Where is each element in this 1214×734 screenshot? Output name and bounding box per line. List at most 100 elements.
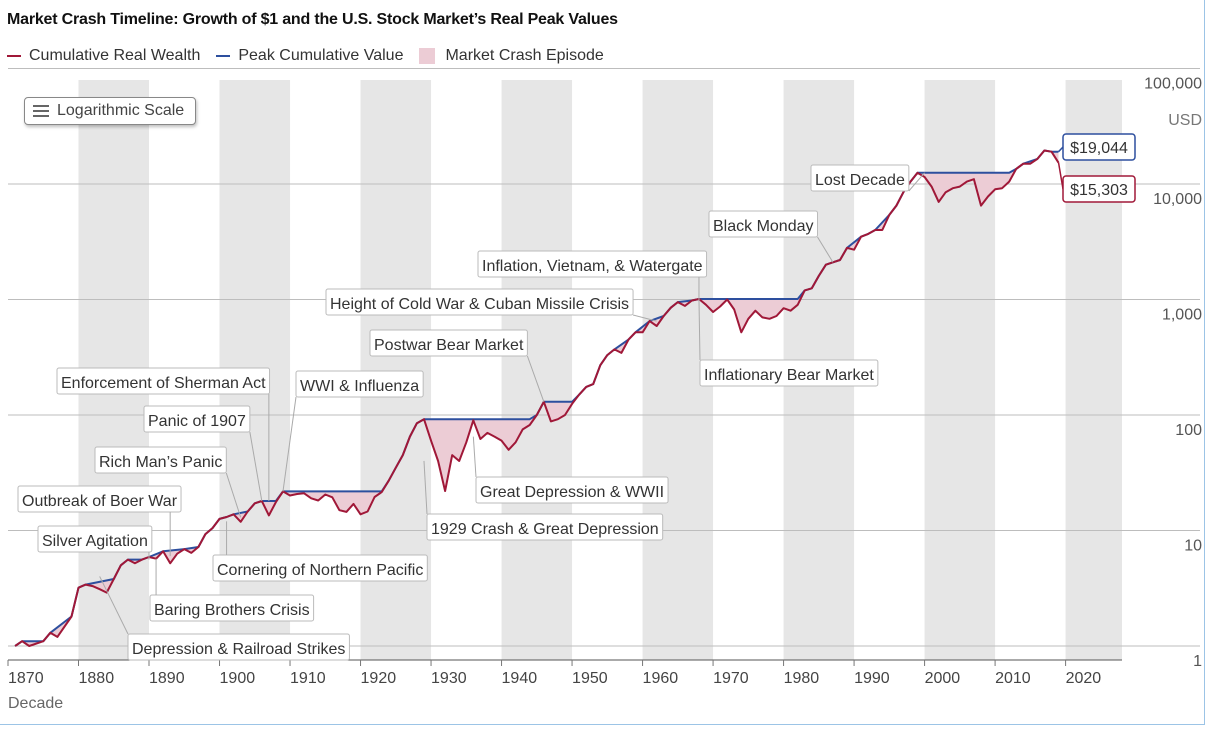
annotation-label: 1929 Crash & Great Depression [431,521,659,538]
x-tick-label: 1950 [572,670,608,687]
annotation-box [94,446,227,474]
annotation: Black Monday [708,210,834,263]
annotation: Enforcement of Sherman Act [56,367,271,502]
value-label: $19,044 [1070,140,1128,157]
crash-episode-area [85,579,114,593]
annotation-label: Great Depression & WWII [480,484,664,501]
annotation-leader [632,314,657,322]
legend-label-wealth: Cumulative Real Wealth [29,47,201,64]
annotation-leader [99,576,129,635]
x-tick-label: 1980 [784,670,820,687]
annotation: Postwar Bear Market [369,329,545,403]
annotation-box [475,476,669,504]
annotation-box [127,633,350,661]
annotation-leader [908,172,925,192]
x-tick-label: 1960 [643,670,679,687]
x-tick-label: 2020 [1066,670,1102,687]
annotation: Baring Brothers Crisis [149,558,315,622]
annotation: Cornering of Northern Pacific [212,521,428,582]
legend-swatch-peak [216,55,231,57]
x-tick-label: 1940 [502,670,538,687]
annotation-label: Black Monday [713,218,814,235]
legend-item-crash[interactable]: Market Crash Episode [419,47,604,65]
annotation-box [325,288,634,316]
annotation: Panic of 1907 [143,405,263,502]
x-tick-label: 1900 [220,670,256,687]
y-unit-label: USD [1168,112,1202,129]
annotation-label: Inflationary Bear Market [704,367,874,384]
x-tick-label: 1890 [149,670,185,687]
annotation-label: Cornering of Northern Pacific [217,562,423,579]
annotation-box [149,594,315,622]
x-tick-label: 2000 [925,670,961,687]
annotation: WWI & Influenza [282,370,424,492]
x-tick-label: 1870 [8,670,44,687]
decade-band [501,80,573,660]
x-tick-label: 1880 [79,670,115,687]
annotation-box [212,554,428,582]
annotation-label: Rich Man’s Panic [99,454,222,471]
y-tick-label: 100,000 [1144,76,1202,93]
annotation-box [295,370,424,398]
y-tick-label: 1 [1193,653,1202,670]
annotation-leader [817,236,834,263]
value-label: $15,303 [1070,182,1128,199]
annotation: Great Depression & WWII [472,436,669,504]
annotation: Inflation, Vietnam, & Watergate [477,250,708,300]
annotation-box [17,485,182,513]
x-tick-label: 1970 [713,670,749,687]
x-tick-label: 1910 [290,670,326,687]
crash-episode-area [875,214,890,230]
x-tick-label: 2010 [995,670,1031,687]
annotation: Rich Man’s Panic [94,446,242,518]
crash-episode-area [283,480,389,515]
decade-band [1065,80,1122,660]
annotation-box [426,513,664,541]
annotation-leader [423,460,428,515]
annotation: 1929 Crash & Great Depression [423,460,664,541]
annotation-label: Silver Agitation [42,533,148,550]
crash-episode-area [261,491,283,516]
annotation-label: Enforcement of Sherman Act [61,375,266,392]
annotation-leader [249,431,263,502]
annotation: Inflationary Bear Market [698,298,879,387]
x-axis-title: Decade [8,695,63,712]
annotation-box [477,250,708,278]
crash-episode-area [635,321,650,333]
value-label-box [1062,133,1136,161]
x-tick-label: 1930 [431,670,467,687]
legend-label-crash: Market Crash Episode [445,47,604,64]
annotation-leader [698,298,701,361]
x-tick-label: 1920 [361,670,397,687]
annotation: Outbreak of Boer War [17,485,182,557]
log-scale-label: Logarithmic Scale [57,102,185,119]
log-scale-button[interactable]: Logarithmic Scale [24,97,196,125]
y-tick-label: 10,000 [1153,191,1202,208]
legend-label-peak: Peak Cumulative Value [238,47,404,64]
x-tick-label: 1990 [854,670,890,687]
legend-item-peak[interactable]: Peak Cumulative Value [216,47,403,65]
decade-band [924,80,996,660]
annotation-label: Height of Cold War & Cuban Missile Crisi… [330,296,629,313]
annotation-box [56,367,271,395]
annotation-leader [225,472,242,518]
annotation: Height of Cold War & Cuban Missile Crisi… [325,288,657,322]
annotation-label: Outbreak of Boer War [22,493,178,510]
annotation-label: Lost Decade [815,172,905,189]
legend: Cumulative Real Wealth Peak Cumulative V… [7,45,620,67]
annotation-label: Inflation, Vietnam, & Watergate [482,258,703,275]
annotation-leader [282,396,297,492]
legend-item-wealth[interactable]: Cumulative Real Wealth [7,47,200,65]
annotation: Silver Agitation [37,525,153,560]
crash-episode-area [543,394,580,422]
annotation-label: Postwar Bear Market [374,337,524,354]
annotation-leader [526,355,545,403]
annotation-leader [472,436,477,478]
legend-swatch-crash [419,48,436,64]
annotation-label: Depression & Railroad Strikes [132,641,345,658]
annotation-box [143,405,251,433]
annotation: Lost Decade [810,164,925,192]
list-icon [33,104,49,118]
